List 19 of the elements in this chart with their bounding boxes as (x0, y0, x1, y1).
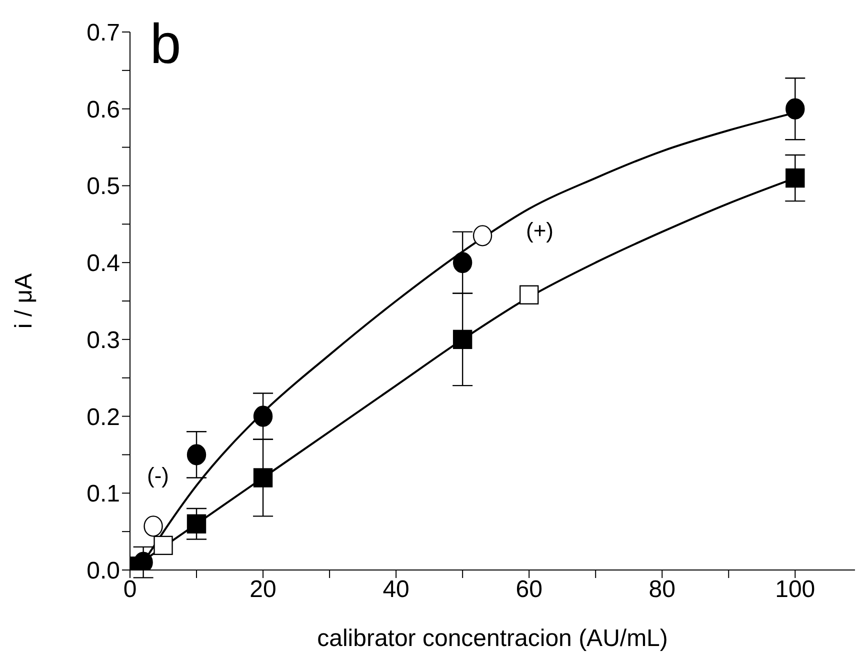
y-tick-label: 0.7 (86, 20, 120, 47)
x-tick-label: 60 (516, 576, 542, 604)
y-axis-title: i / μA (10, 273, 38, 329)
y-tick-label: 0.5 (86, 173, 120, 200)
x-tick-label: 40 (382, 576, 410, 604)
x-tick-label: 80 (648, 576, 676, 604)
y-tick-label: 0.4 (86, 250, 120, 278)
y-tick-label: 0.1 (86, 480, 120, 508)
annotation: b (150, 12, 182, 75)
x-axis-title: calibrator concentracion (AU/mL) (317, 625, 668, 652)
x-tick-label: 0 (123, 576, 137, 604)
y-tick-label: 0.2 (86, 404, 120, 431)
x-tick-label: 100 (775, 576, 816, 604)
annotation: (+) (526, 218, 554, 243)
x-tick-label: 20 (250, 576, 276, 604)
y-tick-label: 0.3 (86, 326, 120, 354)
y-tick-label: 0.0 (86, 558, 120, 585)
annotation: (-) (147, 463, 169, 488)
y-tick-label: 0.6 (86, 96, 120, 124)
